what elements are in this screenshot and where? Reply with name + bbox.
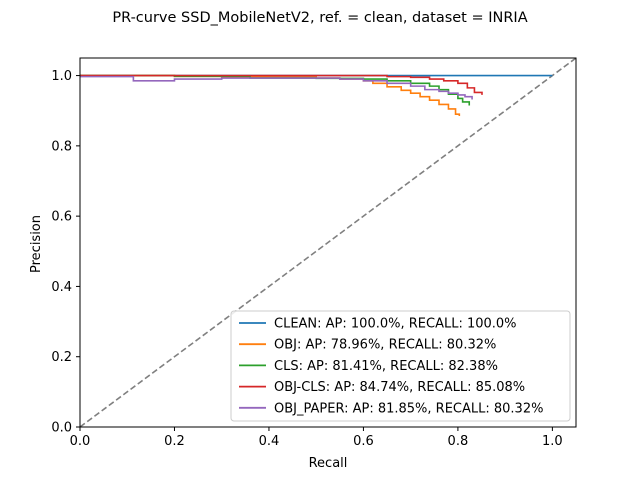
y-tick-label: 0.8 [51, 139, 72, 154]
reference-diagonal-line [80, 58, 576, 427]
y-tick-label: 0.2 [51, 350, 72, 365]
legend-entry-0: CLEAN: AP: 100.0%, RECALL: 100.0% [274, 317, 517, 332]
legend-entry-1: OBJ: AP: 78.96%, RECALL: 80.32% [274, 338, 496, 353]
y-tick-label: 0.6 [51, 210, 72, 225]
x-tick-label: 1.0 [542, 434, 563, 449]
y-tick-label: 1.0 [51, 69, 72, 84]
legend-entry-4: OBJ_PAPER: AP: 81.85%, RECALL: 80.32% [274, 401, 543, 416]
series-line-4 [80, 75, 473, 100]
y-tick-label: 0.0 [51, 421, 72, 436]
legend-entry-2: CLS: AP: 81.41%, RECALL: 82.38% [274, 359, 498, 374]
chart-title: PR-curve SSD_MobileNetV2, ref. = clean, … [112, 10, 527, 26]
legend: CLEAN: AP: 100.0%, RECALL: 100.0% OBJ: AP… [230, 310, 571, 422]
series-line-3 [80, 74, 483, 95]
x-tick-label: 0.0 [70, 434, 91, 449]
y-axis-label: Precision [29, 215, 44, 273]
legend-box [230, 310, 571, 422]
x-tick-label: 0.4 [259, 434, 280, 449]
x-axis-label: Recall [309, 456, 348, 471]
x-tick-label: 0.6 [353, 434, 374, 449]
x-tick-label: 0.2 [164, 434, 185, 449]
x-tick-label: 0.8 [448, 434, 469, 449]
y-tick-label: 0.4 [51, 280, 72, 295]
legend-entry-3: OBJ-CLS: AP: 84.74%, RECALL: 85.08% [274, 380, 525, 395]
plot-frame [79, 57, 577, 428]
axis-ticks: 0.0 0.2 0.4 0.6 0.8 1.0 0.0 0.2 0.4 0.6 0.8 1.0 [51, 69, 562, 449]
